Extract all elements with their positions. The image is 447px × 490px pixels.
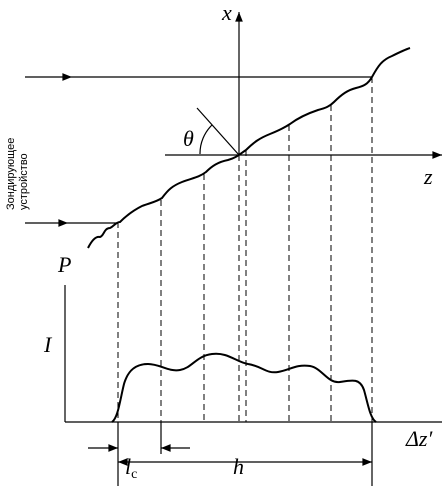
intensity-curve — [111, 352, 377, 423]
surface — [87, 47, 411, 249]
theta-label: θ — [183, 126, 194, 151]
z-axis-label: z — [423, 164, 433, 189]
device-label: Зондирующее — [5, 138, 17, 210]
normal — [196, 107, 240, 156]
i-label: I — [43, 332, 53, 357]
h-label: h — [233, 454, 244, 479]
angle-arc — [199, 124, 213, 155]
device-label: устройство — [18, 153, 30, 210]
lc-label: lc — [125, 454, 137, 482]
dz-label: Δz′ — [405, 426, 433, 451]
lc-subscript: c — [131, 467, 137, 482]
x-axis-label: x — [221, 0, 232, 25]
lc-main: l — [125, 454, 131, 479]
p-label: P — [57, 252, 71, 277]
